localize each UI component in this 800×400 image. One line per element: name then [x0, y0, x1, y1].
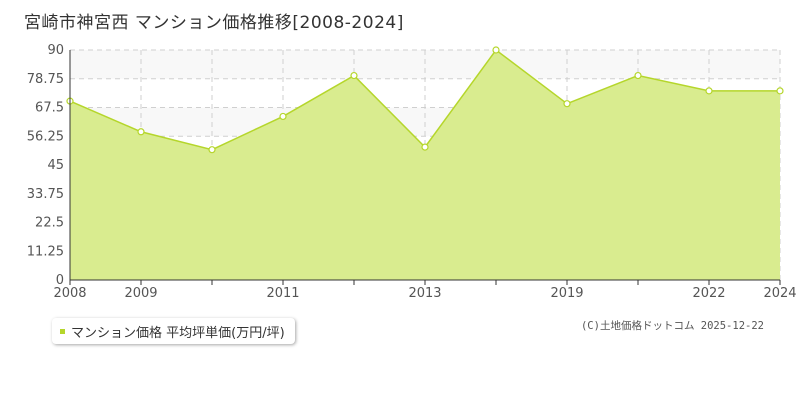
data-point — [776, 87, 784, 95]
series-area — [70, 50, 780, 280]
y-tick-label: 33.75 — [27, 187, 64, 202]
legend: マンション価格 平均坪単価(万円/坪) — [52, 318, 295, 344]
copyright: (C)土地価格ドットコム 2025-12-22 — [580, 320, 764, 332]
y-tick-label: 45 — [47, 158, 64, 173]
data-point — [137, 128, 145, 136]
data-point — [421, 143, 429, 151]
legend-label: マンション価格 平均坪単価(万円/坪) — [71, 325, 285, 341]
y-axis-ticks: 0 11.25 22.5 33.75 45 56.25 67.5 78.75 90 — [27, 43, 64, 288]
y-tick-label: 78.75 — [27, 72, 64, 87]
x-axis-ticks: 2008 2009 2011 2013 2019 2022 2024 — [53, 286, 796, 301]
data-point — [350, 71, 358, 80]
x-tick-label: 2022 — [692, 286, 725, 301]
data-point — [492, 46, 500, 54]
legend-marker — [60, 328, 65, 334]
data-point — [705, 87, 713, 95]
x-tick-label: 2011 — [266, 286, 299, 301]
data-point — [634, 71, 642, 80]
data-point — [279, 112, 287, 121]
y-tick-label: 22.5 — [35, 216, 64, 231]
y-tick-label: 90 — [47, 43, 64, 58]
axes — [69, 50, 781, 285]
y-tick-label: 56.25 — [27, 129, 64, 144]
data-point — [563, 100, 571, 108]
y-tick-label: 0 — [56, 273, 64, 288]
x-tick-label: 2013 — [408, 286, 441, 301]
y-tick-label: 67.5 — [35, 101, 64, 116]
x-tick-label: 2008 — [53, 286, 86, 301]
chart-title: 宮崎市神宮西 マンション価格推移[2008-2024] — [24, 13, 404, 33]
x-tick-label: 2019 — [550, 286, 583, 301]
data-point — [208, 146, 216, 154]
y-tick-label: 11.25 — [27, 244, 64, 259]
x-tick-label: 2009 — [124, 286, 157, 301]
x-tick-label: 2024 — [763, 286, 796, 301]
